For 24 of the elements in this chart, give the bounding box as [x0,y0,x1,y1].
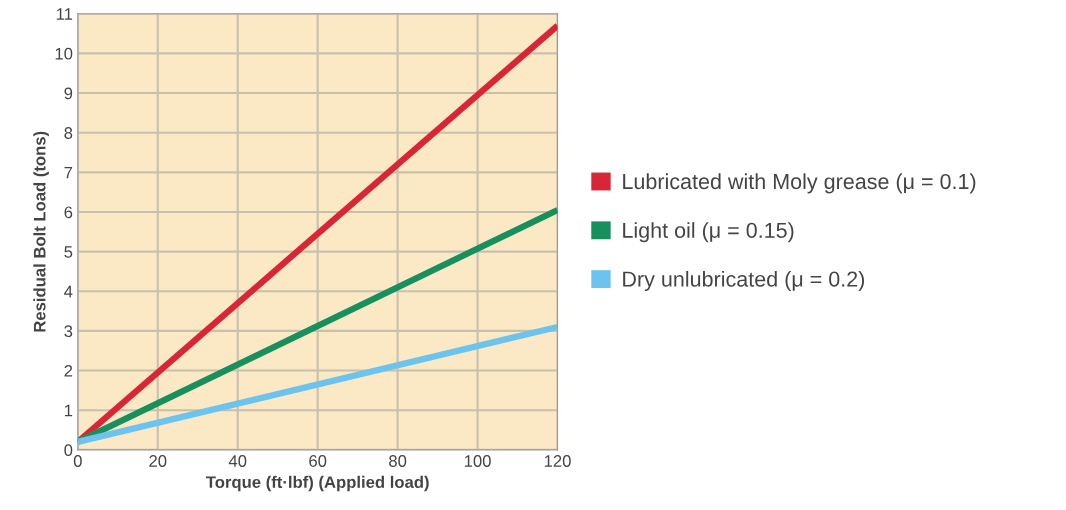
y-tick-label: 6 [64,206,73,219]
legend-label: Dry unlubricated (μ = 0.2) [623,270,865,292]
y-tick-label: 9 [64,87,73,100]
y-tick-label: 7 [64,166,73,179]
y-tick-label: 2 [64,364,73,377]
y-tick-label: 0 [64,444,73,457]
y-tick-label: 5 [64,246,73,258]
x-tick-label: 80 [389,455,407,467]
x-axis-title: Torque (ft·lbf) (Applied load) [206,475,429,492]
x-tick-label: 40 [228,455,247,467]
y-tick-label: 4 [64,285,73,298]
x-tick-label: 0 [73,455,82,467]
x-tick-label: 120 [544,455,571,467]
x-tick-label: 100 [464,455,491,467]
y-tick-label: 3 [64,325,73,338]
x-tick-label: 20 [149,455,167,467]
y-tick-label: 1 [64,404,73,417]
y-tick-label: 8 [64,127,73,139]
y-axis-title: Residual Bolt Load (tons) [33,131,49,332]
x-tick-label: 60 [309,455,327,467]
legend-label: Light oil (μ = 0.15) [623,222,794,243]
y-tick-label: 11 [56,8,73,20]
legend-label: Lubricated with Moly grease (μ = 0.1) [623,173,976,194]
y-tick-label: 10 [55,47,73,60]
